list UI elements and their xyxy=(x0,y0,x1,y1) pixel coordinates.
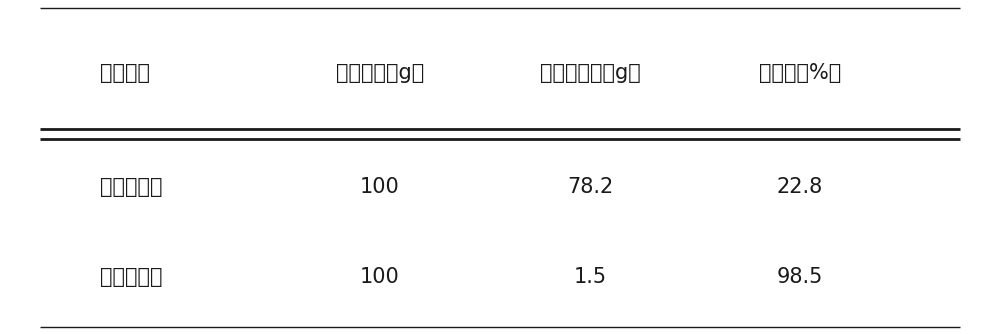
Text: 溶解率（%）: 溶解率（%） xyxy=(759,63,841,84)
Text: 98.5: 98.5 xyxy=(777,267,823,287)
Text: 稀土碳酸盐: 稀土碳酸盐 xyxy=(100,267,162,287)
Text: 100: 100 xyxy=(360,177,400,197)
Text: 不溶物重量（g）: 不溶物重量（g） xyxy=(540,63,640,84)
Text: 100: 100 xyxy=(360,267,400,287)
Text: 1.5: 1.5 xyxy=(573,267,607,287)
Text: 稀土硫酸盐: 稀土硫酸盐 xyxy=(100,177,162,197)
Text: 样品名称: 样品名称 xyxy=(100,63,150,84)
Text: 样品重量（g）: 样品重量（g） xyxy=(336,63,424,84)
Text: 78.2: 78.2 xyxy=(567,177,613,197)
Text: 22.8: 22.8 xyxy=(777,177,823,197)
